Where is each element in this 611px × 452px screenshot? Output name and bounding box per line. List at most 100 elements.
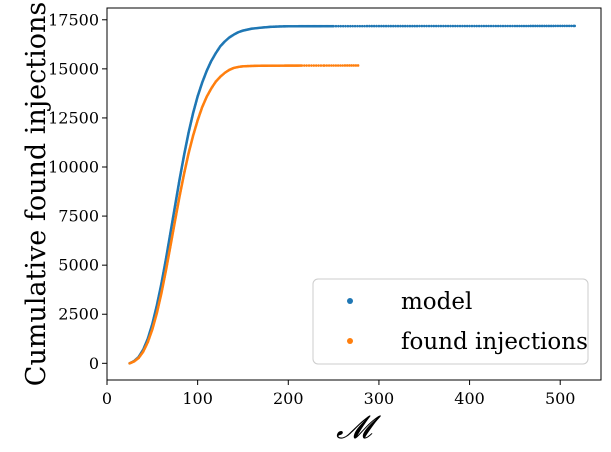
data-point bbox=[365, 24, 369, 28]
data-point bbox=[511, 24, 514, 28]
data-point bbox=[556, 24, 560, 28]
data-point bbox=[352, 64, 356, 67]
data-point bbox=[549, 24, 553, 28]
y-axis-label: Cumulative found injections bbox=[21, 2, 52, 386]
data-point bbox=[475, 24, 479, 28]
data-point bbox=[439, 24, 443, 28]
y-tick-label: 10000 bbox=[48, 158, 99, 177]
data-point bbox=[377, 24, 381, 28]
legend: model found injections bbox=[312, 278, 589, 365]
data-point bbox=[346, 24, 350, 28]
data-point bbox=[558, 24, 562, 28]
data-point bbox=[524, 24, 528, 28]
data-point bbox=[484, 24, 488, 28]
data-point bbox=[339, 64, 342, 67]
data-point bbox=[317, 64, 320, 67]
data-point bbox=[489, 24, 493, 28]
data-point bbox=[408, 24, 412, 28]
x-tick-label: 100 bbox=[182, 389, 213, 408]
data-point bbox=[565, 24, 569, 28]
data-point bbox=[458, 24, 462, 28]
data-point bbox=[368, 24, 371, 28]
data-point bbox=[341, 24, 345, 28]
data-point bbox=[570, 24, 573, 28]
data-point bbox=[314, 64, 318, 67]
data-point bbox=[401, 24, 405, 28]
data-point bbox=[415, 24, 419, 28]
data-point bbox=[444, 24, 448, 28]
data-point bbox=[382, 24, 386, 28]
data-point bbox=[446, 24, 450, 28]
series-model bbox=[128, 24, 577, 365]
axes-frame bbox=[106, 7, 602, 381]
y-axis-ticks: 0 2500 5000 7500 10000 12500 15000 17500 bbox=[48, 10, 107, 373]
data-point bbox=[336, 64, 340, 67]
data-point bbox=[418, 24, 421, 28]
data-point bbox=[334, 64, 338, 67]
data-point bbox=[504, 24, 507, 28]
data-point bbox=[463, 24, 467, 28]
data-point bbox=[307, 64, 311, 67]
data-point bbox=[380, 24, 383, 28]
x-tick-label: 300 bbox=[364, 389, 395, 408]
data-point bbox=[350, 64, 353, 67]
y-tick-label: 2500 bbox=[58, 305, 99, 324]
data-point bbox=[473, 24, 476, 28]
data-point bbox=[337, 24, 340, 28]
data-point bbox=[370, 24, 374, 28]
data-point bbox=[341, 64, 344, 67]
y-tick-label: 5000 bbox=[58, 256, 99, 275]
data-point bbox=[536, 24, 539, 28]
data-point bbox=[348, 64, 351, 67]
x-tick-label: 0 bbox=[102, 389, 112, 408]
data-point bbox=[522, 24, 526, 28]
data-point bbox=[437, 24, 440, 28]
data-point bbox=[425, 24, 428, 28]
data-point bbox=[356, 64, 360, 67]
data-point bbox=[518, 24, 521, 28]
data-point bbox=[343, 64, 347, 67]
data-point bbox=[305, 64, 308, 67]
data-point bbox=[406, 24, 409, 28]
data-point bbox=[360, 24, 364, 28]
data-point bbox=[492, 24, 495, 28]
data-point bbox=[351, 24, 354, 28]
data-point bbox=[451, 24, 455, 28]
data-point bbox=[561, 24, 564, 28]
data-point bbox=[434, 24, 438, 28]
data-point bbox=[482, 24, 486, 28]
data-point bbox=[543, 24, 546, 28]
data-point bbox=[420, 24, 424, 28]
data-point bbox=[330, 64, 333, 67]
data-point bbox=[573, 24, 577, 28]
x-axis-ticks: 0 100 200 300 400 500 bbox=[102, 380, 575, 408]
data-point bbox=[354, 64, 358, 67]
data-point bbox=[533, 24, 537, 28]
data-point bbox=[506, 24, 510, 28]
data-point bbox=[411, 24, 414, 28]
data-point bbox=[391, 24, 395, 28]
data-point bbox=[494, 24, 498, 28]
data-point bbox=[310, 64, 313, 67]
data-point bbox=[465, 24, 469, 28]
legend-label-model: model bbox=[401, 289, 472, 315]
data-point bbox=[413, 24, 417, 28]
data-point bbox=[430, 24, 433, 28]
data-point bbox=[319, 64, 323, 67]
data-point bbox=[334, 24, 338, 28]
data-point bbox=[345, 64, 349, 67]
data-point bbox=[312, 64, 316, 67]
data-point bbox=[427, 24, 431, 28]
plot-area bbox=[128, 24, 577, 365]
data-point bbox=[470, 24, 474, 28]
legend-marker-model bbox=[347, 298, 353, 304]
y-tick-label: 17500 bbox=[48, 10, 99, 29]
data-point bbox=[432, 24, 436, 28]
data-point bbox=[563, 24, 566, 28]
data-point bbox=[468, 24, 471, 28]
data-point bbox=[508, 24, 512, 28]
data-point bbox=[384, 24, 388, 28]
data-point bbox=[327, 64, 331, 67]
data-point bbox=[422, 24, 426, 28]
